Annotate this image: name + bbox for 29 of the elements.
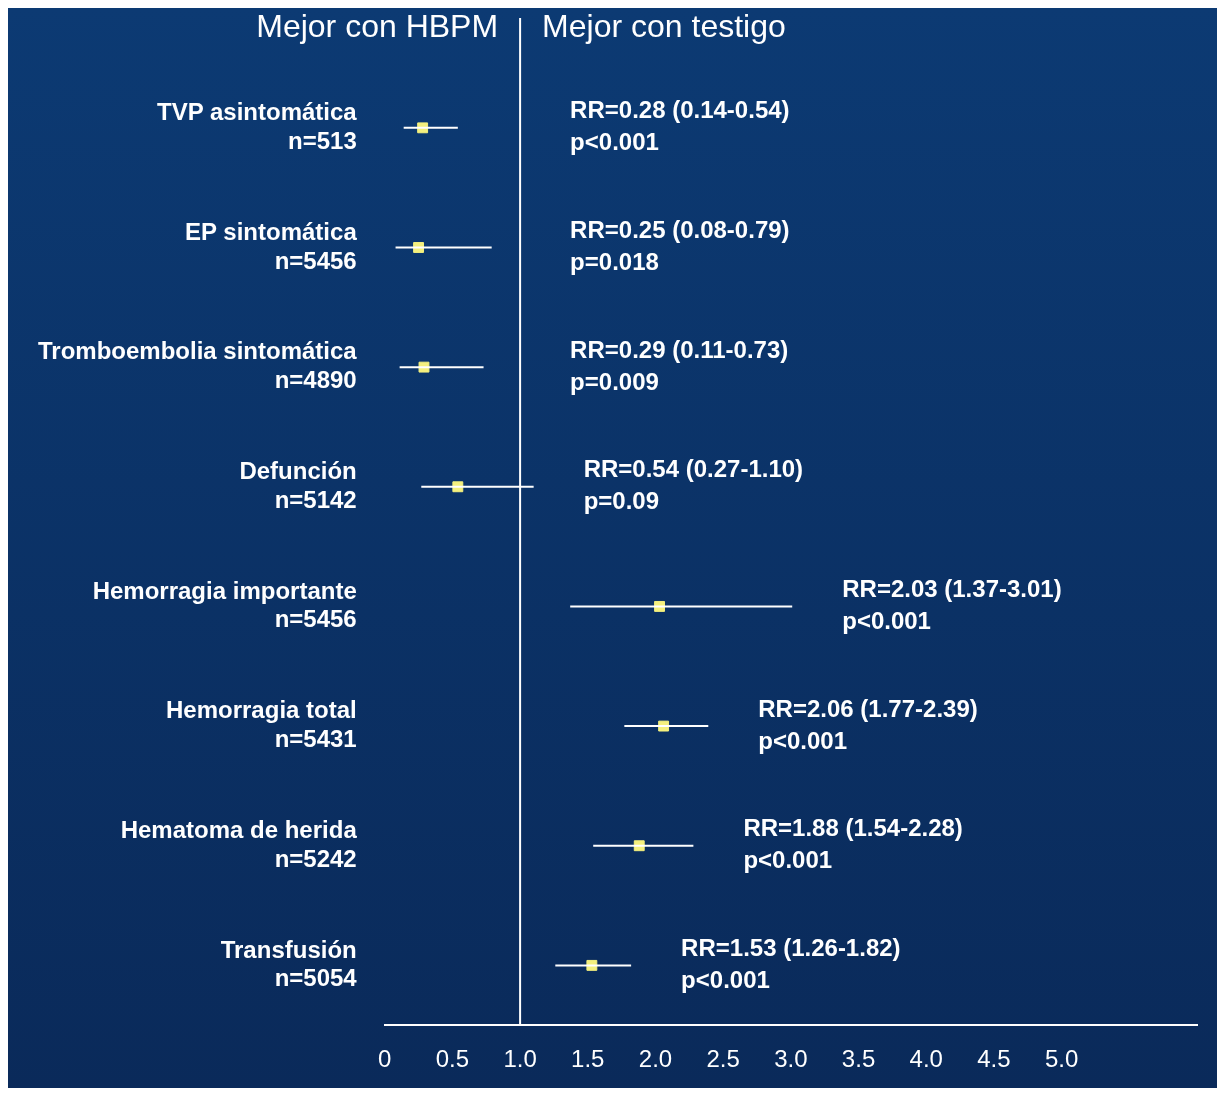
x-tick-label: 0.5 xyxy=(435,1045,470,1073)
annotation: RR=0.25 (0.08-0.79) p=0.018 xyxy=(570,216,790,276)
annotation: RR=1.88 (1.54-2.28) p<0.001 xyxy=(743,814,963,874)
x-tick-label: 1.5 xyxy=(571,1045,605,1073)
y-tick-label: Hematoma de herida n=5242 xyxy=(120,815,358,872)
annotation: Mejor con testigo xyxy=(542,7,786,44)
y-tick-label: TVP asintomática n=513 xyxy=(157,98,358,154)
x-tick-label: 0 xyxy=(378,1045,392,1073)
annotation: RR=0.29 (0.11-0.73) p=0.009 xyxy=(570,335,789,395)
y-tick-label: Hemorragia total n=5431 xyxy=(166,696,357,753)
x-tick-label: 3.0 xyxy=(774,1045,808,1073)
x-tick-label: 4.0 xyxy=(909,1045,943,1073)
annotation: RR=2.03 (1.37-3.01) p<0.001 xyxy=(842,575,1062,635)
x-tick-label: 2.0 xyxy=(638,1045,673,1073)
annotation: RR=0.54 (0.27-1.10) p=0.09 xyxy=(583,455,804,515)
x-tick-label: 3.5 xyxy=(841,1045,876,1073)
x-tick-label: 2.5 xyxy=(706,1045,740,1073)
x-tick-label: 1.0 xyxy=(503,1045,537,1073)
x-tick-label: 5.0 xyxy=(1044,1045,1079,1073)
annotation: RR=1.53 (1.26-1.82) p<0.001 xyxy=(681,934,901,993)
y-tick-label: Hemorragia importante n=5456 xyxy=(92,576,357,633)
y-tick-label: EP sintomática n=5456 xyxy=(185,217,358,274)
x-tick-label: 4.5 xyxy=(977,1045,1011,1073)
y-tick-label: Tromboembolia sintomática n=4890 xyxy=(37,337,358,394)
y-tick-label: Transfusión n=5054 xyxy=(220,935,358,992)
y-tick-label: Defunción n=5142 xyxy=(239,457,357,513)
annotation: RR=0.28 (0.14-0.54) p<0.001 xyxy=(570,96,790,156)
annotation: Mejor con HBPM xyxy=(256,7,499,44)
annotation: RR=2.06 (1.77-2.39) p<0.001 xyxy=(758,694,978,754)
